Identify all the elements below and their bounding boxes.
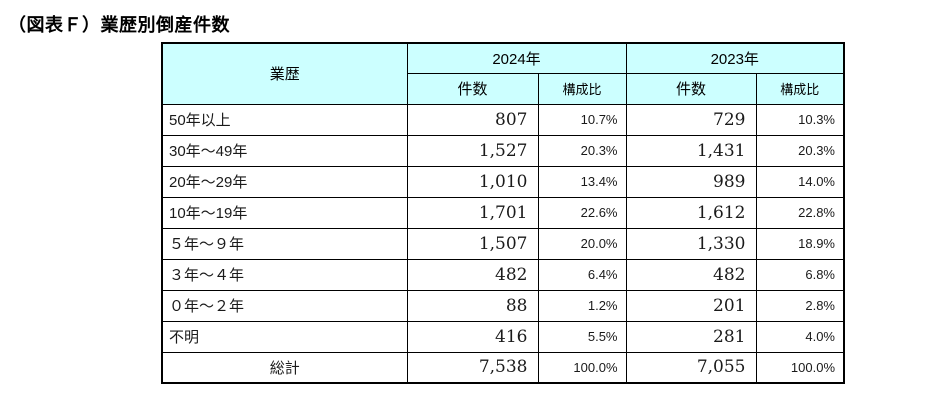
ratio-2023: 4.0% (755, 320, 845, 353)
ratio-2023: 20.3% (755, 134, 845, 167)
ratio-2023: 10.3% (755, 103, 845, 136)
table-header: 業歴 2024年 2023年 件数 構成比 件数 構成比 (161, 42, 845, 105)
count-2024: 1,527 (406, 134, 539, 167)
age-range-label: 10年～19年 (161, 196, 408, 229)
age-range-label: 30年～49年 (161, 134, 408, 167)
header-ratio-2024: 構成比 (537, 72, 627, 105)
age-range-label: ５年～９年 (161, 227, 408, 260)
age-range-label: 不明 (161, 320, 408, 353)
ratio-2024: 20.3% (537, 134, 627, 167)
count-2024: 1,701 (406, 196, 539, 229)
total-ratio-2024: 100.0% (537, 351, 627, 384)
total-label: 総計 (161, 351, 408, 384)
count-2023: 1,431 (625, 134, 757, 167)
ratio-2024: 22.6% (537, 196, 627, 229)
table-row: 50年以上 807 10.7% 729 10.3% (161, 103, 845, 136)
age-range-label: 50年以上 (161, 103, 408, 136)
ratio-2023: 22.8% (755, 196, 845, 229)
ratio-2023: 14.0% (755, 165, 845, 198)
bankruptcy-by-business-age-table: 業歴 2024年 2023年 件数 構成比 件数 構成比 50年以上 807 1… (161, 42, 845, 384)
header-row-years: 業歴 2024年 2023年 (161, 42, 845, 105)
table-row: ５年～９年 1,507 20.0% 1,330 18.9% (161, 227, 845, 260)
total-count-2023: 7,055 (625, 351, 757, 384)
table-row: 20年～29年 1,010 13.4% 989 14.0% (161, 165, 845, 198)
ratio-2024: 1.2% (537, 289, 627, 322)
count-2023: 201 (625, 289, 757, 322)
header-year-2023: 2023年 (625, 42, 845, 74)
table-row: 10年～19年 1,701 22.6% 1,612 22.8% (161, 196, 845, 229)
ratio-2023: 6.8% (755, 258, 845, 291)
age-range-label: 20年～29年 (161, 165, 408, 198)
count-2024: 1,507 (406, 227, 539, 260)
header-row-metrics: 件数 構成比 件数 構成比 (162, 72, 845, 105)
ratio-2023: 2.8% (755, 289, 845, 322)
count-2023: 281 (625, 320, 757, 353)
total-count-2024: 7,538 (406, 351, 539, 384)
count-2024: 416 (406, 320, 539, 353)
table-total-row: 総計 7,538 100.0% 7,055 100.0% (161, 351, 845, 384)
total-ratio-2023: 100.0% (755, 351, 845, 384)
count-2023: 1,612 (625, 196, 757, 229)
count-2024: 807 (406, 103, 539, 136)
ratio-2024: 10.7% (537, 103, 627, 136)
ratio-2023: 18.9% (755, 227, 845, 260)
table-body: 50年以上 807 10.7% 729 10.3% 30年～49年 1,527 … (161, 103, 845, 384)
table-row: ３年～４年 482 6.4% 482 6.8% (161, 258, 845, 291)
age-range-label: ３年～４年 (161, 258, 408, 291)
age-range-label: ０年～２年 (161, 289, 408, 322)
table-row: 不明 416 5.5% 281 4.0% (161, 320, 845, 353)
count-2024: 88 (406, 289, 539, 322)
count-2023: 729 (625, 103, 757, 136)
header-count-2024: 件数 (406, 72, 539, 105)
header-category: 業歴 (161, 42, 408, 105)
header-ratio-2023: 構成比 (755, 72, 845, 105)
count-2024: 482 (406, 258, 539, 291)
count-2023: 989 (625, 165, 757, 198)
ratio-2024: 5.5% (537, 320, 627, 353)
table-row: ０年～２年 88 1.2% 201 2.8% (161, 289, 845, 322)
count-2023: 1,330 (625, 227, 757, 260)
ratio-2024: 6.4% (537, 258, 627, 291)
ratio-2024: 20.0% (537, 227, 627, 260)
header-count-2023: 件数 (625, 72, 757, 105)
count-2023: 482 (625, 258, 757, 291)
header-year-2024: 2024年 (406, 42, 627, 74)
figure-title: （図表Ｆ）業歴別倒産件数 (8, 15, 230, 35)
count-2024: 1,010 (406, 165, 539, 198)
table-row: 30年～49年 1,527 20.3% 1,431 20.3% (161, 134, 845, 167)
ratio-2024: 13.4% (537, 165, 627, 198)
